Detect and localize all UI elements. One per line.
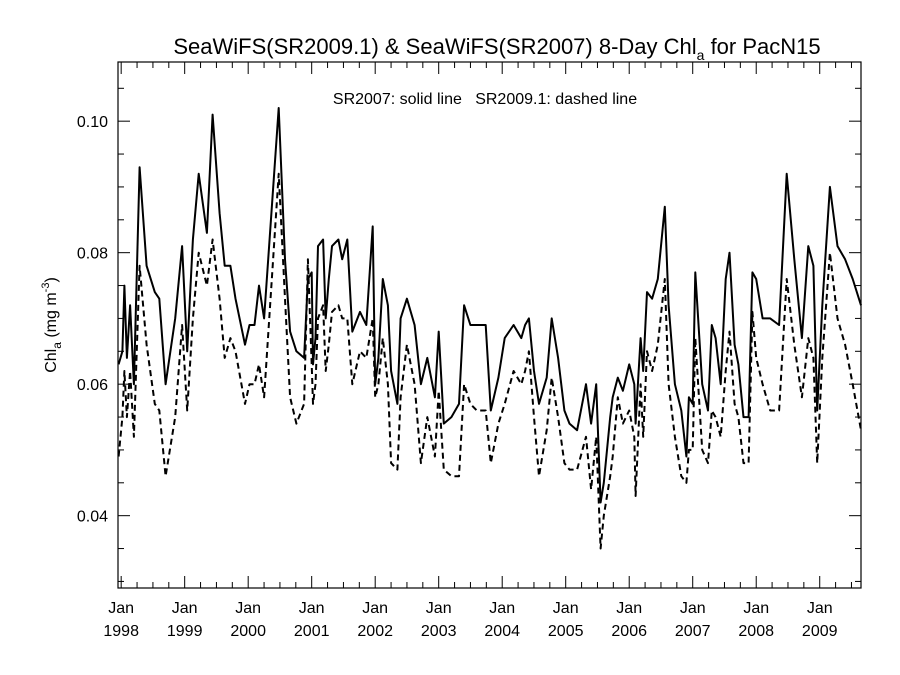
x-tick-label-month: Jan [553,600,579,617]
x-tick-label-month: Jan [680,600,706,617]
chart-title: SeaWiFS(SR2009.1) & SeaWiFS(SR2007) 8-Da… [173,34,820,63]
x-tick-label-year: 2001 [294,623,330,640]
chart-title-main: SeaWiFS(SR2009.1) & SeaWiFS(SR2007) 8-Da… [173,34,696,59]
x-tick-label-year: 2005 [548,623,584,640]
y-tick-label: 0.08 [77,246,108,263]
x-tick-label-year: 2003 [421,623,457,640]
x-tick-label-month: Jan [489,600,515,617]
y-tick-label: 0.04 [77,509,108,526]
x-tick-label-month: Jan [235,600,261,617]
x-tick-label-year: 2008 [738,623,774,640]
x-tick-label-year: 2004 [484,623,520,640]
series-line-solid [117,107,862,504]
plot-frame [117,61,862,589]
y-axis-label-superscript: -3 [40,283,52,293]
x-axis-ticks: Jan 1998 Jan 1999 Jan 2000 Jan 2001 Jan 2002 Jan 20… [103,62,852,640]
x-tick-label-month: Jan [807,600,833,617]
y-axis-label-main: Chl [43,349,60,373]
x-tick-label-month: Jan [299,600,325,617]
y-axis-label-subscript: a [50,342,64,349]
x-tick-label-year: 2009 [802,623,838,640]
x-tick-label-year: 2002 [357,623,393,640]
x-tick-label-year: 1998 [103,623,139,640]
legend-annotation: SR2007: solid line SR2009.1: dashed line [333,91,637,108]
x-tick-label-month: Jan [616,600,642,617]
x-tick-label-year: 1999 [167,623,203,640]
x-tick-label-month: Jan [362,600,388,617]
chart-title-subscript: a [697,47,705,63]
chart-title-tail: for PacN15 [704,34,820,59]
x-tick-label-year: 2007 [675,623,711,640]
x-tick-label-year: 2006 [611,623,647,640]
y-tick-label: 0.10 [77,114,108,131]
x-tick-label-month: Jan [172,600,198,617]
y-axis-label: Chla (mg m-3) [40,277,64,373]
x-tick-label-year: 2000 [230,623,266,640]
x-tick-label-month: Jan [108,600,134,617]
x-tick-label-month: Jan [426,600,452,617]
series-layer [117,107,862,550]
y-tick-label: 0.06 [77,377,108,394]
y-axis-label-unit: (mg m [43,292,60,342]
series-line-dashed [117,172,862,550]
y-axis-ticks: 0.04 0.06 0.08 0.10 [77,87,861,582]
x-tick-label-month: Jan [743,600,769,617]
y-axis-label-close: ) [43,277,60,282]
